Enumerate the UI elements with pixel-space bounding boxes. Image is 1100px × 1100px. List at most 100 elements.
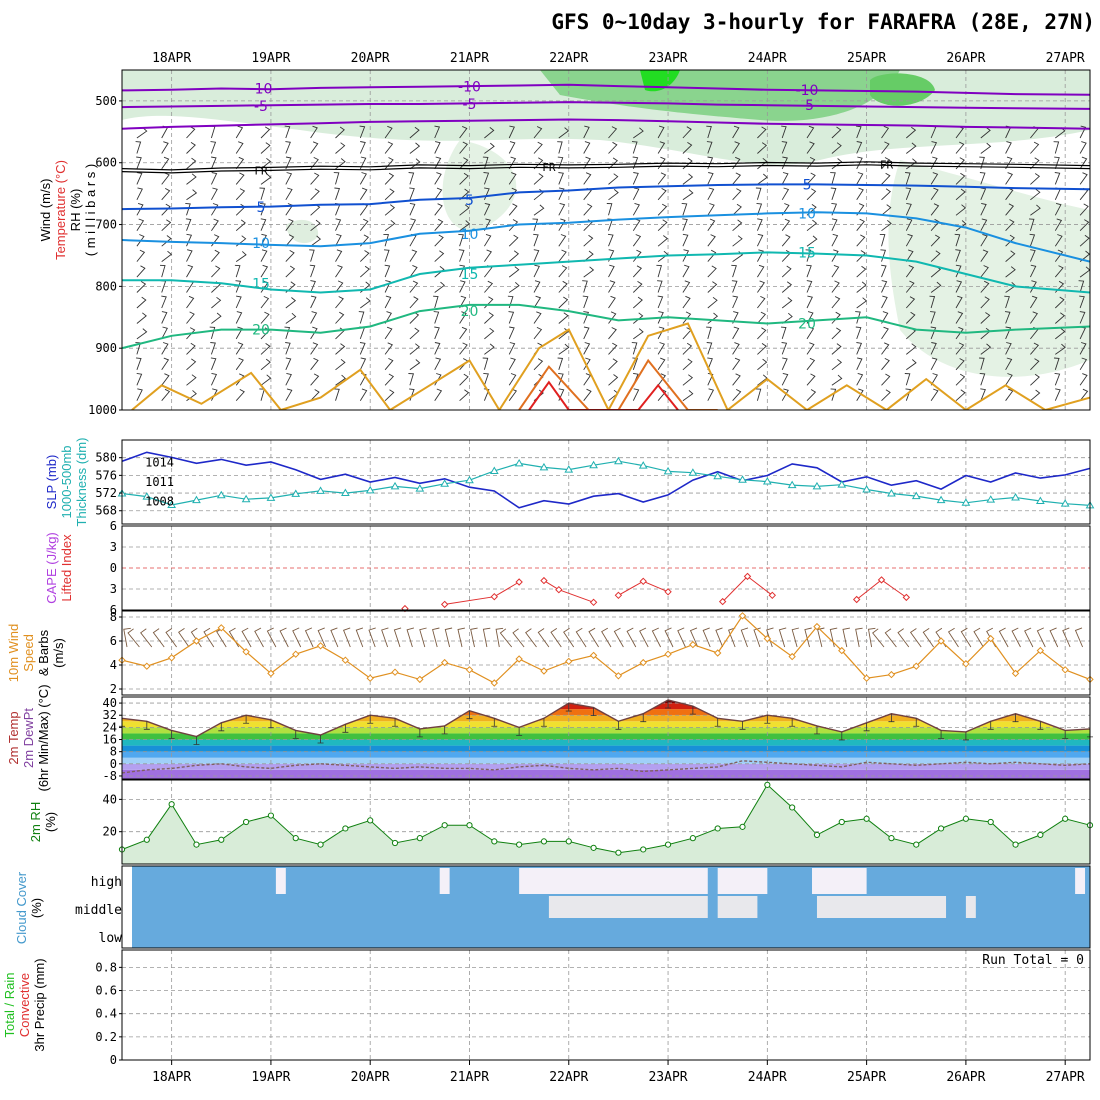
- panel-label-2: & Barbs: [36, 629, 51, 676]
- y-tick-label-2: 576: [95, 468, 117, 482]
- series-1-point-12: [415, 484, 425, 492]
- wind-speed-point-35: [987, 634, 995, 643]
- upper-wind-barb-300: [533, 311, 542, 324]
- wind-barb-47: [702, 627, 711, 648]
- upper-wind-barb-24: [161, 219, 172, 232]
- temp-band-6: [122, 733, 1090, 740]
- upper-wind-barb-166: [359, 187, 368, 201]
- upper-wind-barb-98: [260, 249, 268, 262]
- upper-wind-barb-638: [1005, 250, 1016, 262]
- upper-wind-barb-684: [1079, 125, 1087, 139]
- temp-minmax-35: [987, 721, 994, 730]
- upper-wind-barb-274: [508, 187, 518, 201]
- panel-label-1: 1000-500mb: [59, 446, 74, 519]
- upper-wind-barb-342: [608, 126, 618, 139]
- upper-wind-barb-154: [335, 280, 344, 293]
- wind-barb-54: [791, 627, 800, 648]
- upper-wind-barb-484: [781, 372, 789, 386]
- rh-point-26: [764, 781, 771, 788]
- upper-wind-barb-414: [706, 125, 712, 139]
- y-tick-label-3: 16: [103, 733, 117, 747]
- cloud-middle-clear-2: [816, 896, 947, 918]
- upper-wind-barb-21: [161, 172, 170, 185]
- upper-wind-barb-672: [1054, 218, 1063, 231]
- precip-panel: 0 0.2 0.4 0.6 0.8 Total / Rain Convective 3hr …: [2, 949, 1091, 1067]
- upper-wind-barb-602: [955, 249, 961, 262]
- temp-minmax-37: [1037, 721, 1044, 730]
- panel-label-0: Wind (m/s): [38, 179, 53, 242]
- y-tick-label-1: 40: [103, 792, 117, 806]
- panel-label-0: 2m Temp: [6, 711, 21, 764]
- upper-wind-barb-553: [881, 326, 889, 340]
- upper-wind-barb-596: [955, 157, 965, 170]
- panel-label-1: 2m DewPt: [21, 708, 36, 768]
- upper-wind-barb-19: [161, 141, 169, 154]
- upper-wind-barb-560: [906, 158, 917, 170]
- upper-wind-barb-578: [930, 156, 938, 170]
- upper-wind-barb-202: [409, 187, 415, 200]
- upper-wind-barb-89: [235, 389, 245, 402]
- wind-speed-point-37: [1036, 646, 1045, 655]
- wind-speed-series: [118, 612, 1094, 687]
- upper-wind-barb-447: [732, 357, 741, 371]
- date-bottom-0: 18APR: [152, 1070, 191, 1085]
- upper-wind-barb-57: [210, 172, 218, 185]
- wind-frame: [121, 610, 1091, 696]
- rh-point-15: [491, 838, 498, 845]
- upper-wind-barb-275: [508, 203, 518, 216]
- date-bottom-1: 19APR: [251, 1070, 290, 1085]
- upper-wind-barb-685: [1079, 141, 1087, 154]
- y-tick-label-3: 8: [110, 610, 117, 624]
- upper-wind-barb-239: [459, 204, 470, 216]
- upper-wind-barb-397: [682, 142, 693, 154]
- rh-point-2: [168, 801, 175, 808]
- upper-wind-barb-17: [136, 388, 143, 401]
- upper-wind-barb-143: [310, 389, 320, 402]
- date-bottom-8: 26APR: [946, 1070, 985, 1085]
- upper-wind-barb-273: [508, 172, 517, 185]
- series-1-point-35: [986, 495, 996, 503]
- upper-wind-barb-473: [781, 203, 790, 216]
- wind-barb-77: [1074, 627, 1084, 648]
- upper-wind-barb-393: [657, 357, 666, 371]
- upper-wind-barb-362: [632, 156, 639, 170]
- upper-wind-barb-415: [706, 141, 713, 154]
- upper-wind-barb-534: [855, 311, 861, 324]
- wind-speed-point-13: [440, 658, 449, 667]
- upper-wind-barb-387: [656, 264, 662, 278]
- upper-wind-barb-494: [805, 249, 812, 262]
- upper-wind-barb-65: [211, 296, 222, 309]
- upper-wind-barb-354: [608, 311, 617, 324]
- wind-barb-14: [292, 627, 302, 648]
- upper-wind-barb-487: [806, 141, 815, 154]
- upper-wind-barb-147: [333, 172, 340, 185]
- upper-wind-barb-40: [186, 189, 198, 201]
- upper-wind-barb-1: [135, 141, 142, 154]
- upper-wind-barb-501: [806, 357, 816, 371]
- upper-wind-barb-50: [186, 342, 196, 355]
- series-1-point-2: [167, 500, 177, 508]
- upper-wind-barb-334: [582, 280, 588, 293]
- upper-wind-barb-176: [359, 342, 366, 355]
- upper-wind-barb-562: [905, 187, 912, 200]
- upper-wind-barb-72: [235, 125, 244, 139]
- upper-wind-barb-569: [905, 296, 916, 309]
- wind-barb-61: [872, 628, 885, 648]
- isotherm-label-1-2: -5: [800, 98, 814, 114]
- upper-wind-barb-190: [384, 280, 391, 293]
- upper-wind-barb-557: [881, 389, 891, 402]
- upper-wind-barb-289: [533, 141, 543, 154]
- upper-wind-barb-141: [310, 357, 319, 371]
- series-1-point-27: [787, 480, 797, 489]
- rh-point-1: [143, 836, 150, 843]
- isotherm-label-0-1: -10: [458, 80, 481, 96]
- upper-wind-barb-656: [1029, 249, 1036, 262]
- upper-wind-barb-538: [856, 372, 864, 386]
- upper-wind-barb-345: [608, 173, 619, 185]
- upper-wind-barb-695: [1079, 295, 1085, 309]
- upper-wind-barb-171: [359, 265, 370, 278]
- upper-wind-barb-165: [359, 172, 367, 185]
- series-1-point-38: [1060, 499, 1070, 507]
- upper-wind-barb-69: [210, 357, 217, 370]
